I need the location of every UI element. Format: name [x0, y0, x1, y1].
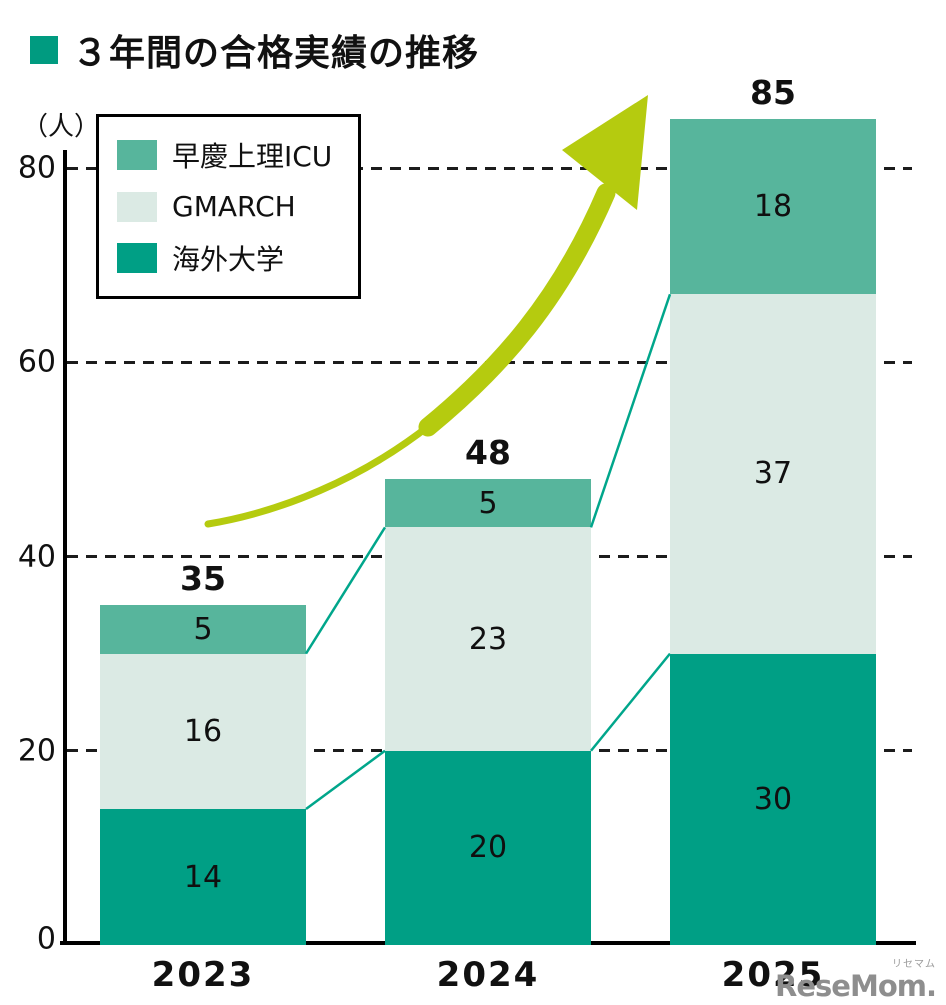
segment-value-label: 14	[183, 859, 223, 895]
bar-total-label: 35	[180, 559, 226, 599]
x-category-label: 2024	[436, 955, 540, 995]
segment-value-label: 16	[183, 713, 223, 749]
segment-value-label: 37	[753, 456, 793, 492]
y-axis-line	[63, 150, 67, 945]
title-bullet-icon	[30, 36, 58, 64]
legend-swatch-icon	[117, 243, 157, 273]
resemom-logo: リセマム ReseMom.	[775, 959, 937, 1003]
legend: 早慶上理ICU GMARCH 海外大学	[96, 114, 362, 299]
resemom-wordmark: ReseMom.	[775, 969, 937, 1003]
segment-value-label: 20	[468, 830, 508, 866]
segment-value-label: 30	[753, 781, 793, 817]
bar-segment: 18	[670, 119, 876, 295]
y-tick-label-0: 0	[36, 921, 56, 957]
chart-title: ３年間の合格実績の推移	[72, 33, 480, 74]
bar-segment: 5	[385, 478, 591, 528]
bar-total-label: 85	[750, 73, 796, 113]
y-tick-label-80: 80	[17, 150, 56, 186]
y-tick-label-20: 20	[17, 733, 56, 769]
x-category-label: 2023	[151, 955, 255, 995]
segment-value-label: 18	[753, 189, 793, 225]
legend-item-1: GMARCH	[117, 190, 332, 223]
gridline-80	[67, 166, 912, 170]
bar-total-label: 48	[465, 432, 511, 472]
legend-item-label: 海外大学	[172, 243, 285, 276]
bar-segment: 16	[100, 653, 306, 810]
segment-value-label: 5	[193, 611, 213, 647]
chart-header: ３年間の合格実績の推移	[30, 24, 479, 76]
y-axis-unit-label: （人）	[22, 112, 101, 142]
bar-segment: 23	[385, 527, 591, 751]
bar-segment: 14	[100, 809, 306, 945]
bar-segment: 20	[385, 750, 591, 945]
legend-swatch-icon	[117, 191, 157, 222]
legend-item-label: 早慶上理ICU	[172, 140, 333, 173]
resemom-kana-label: リセマム	[892, 959, 936, 970]
bar-segment: 37	[670, 294, 876, 654]
legend-item-2: 海外大学	[117, 238, 332, 278]
bar-segment: 30	[670, 653, 876, 945]
legend-item-label: GMARCH	[172, 190, 296, 223]
y-tick-label-40: 40	[17, 539, 56, 574]
segment-value-label: 5	[478, 485, 498, 521]
segment-value-label: 23	[468, 621, 508, 657]
bar-segment: 5	[100, 605, 306, 654]
x-category-label: 2025	[721, 955, 825, 995]
y-tick-label-60: 60	[17, 344, 56, 380]
legend-swatch-icon	[117, 140, 157, 170]
legend-item-0: 早慶上理ICU	[117, 135, 332, 175]
